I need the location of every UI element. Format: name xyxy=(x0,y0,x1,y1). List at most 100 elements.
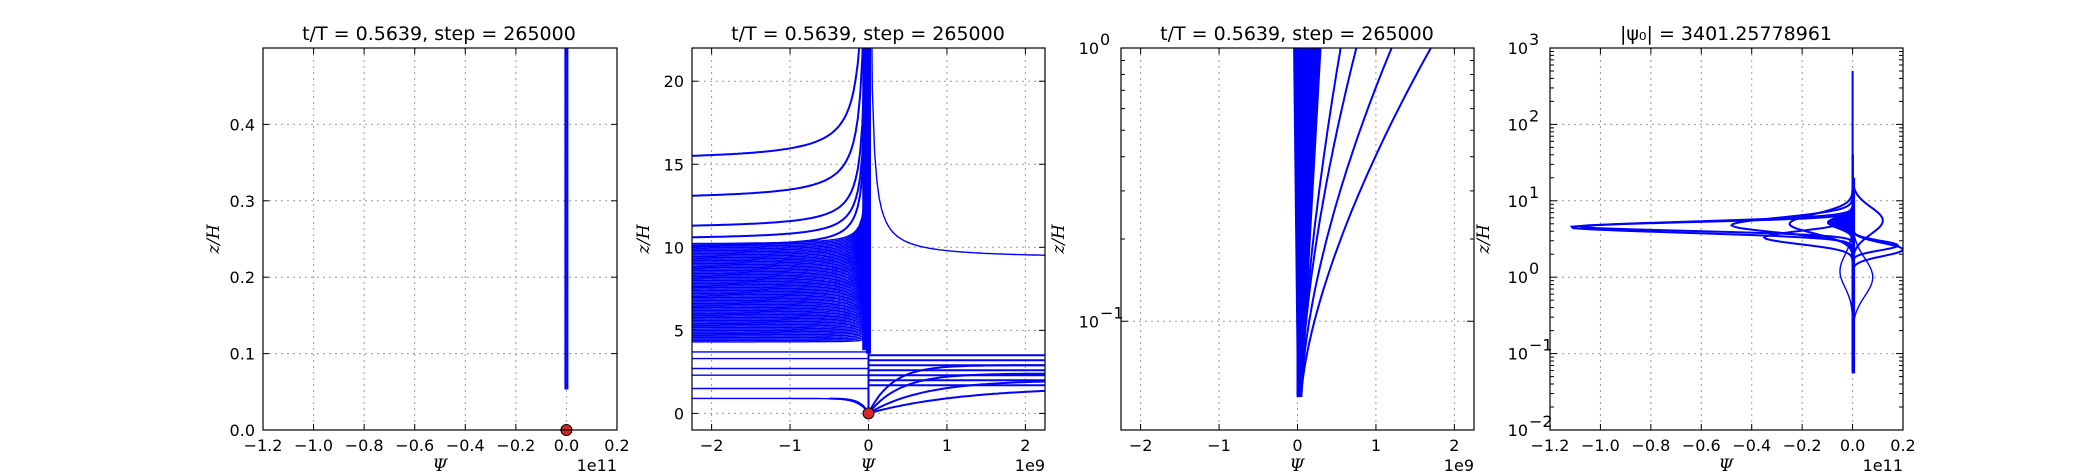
series-line xyxy=(692,174,869,265)
series-line xyxy=(692,197,869,276)
series-line xyxy=(692,397,869,414)
series-line xyxy=(692,191,869,273)
series-line xyxy=(692,162,869,259)
x-tick-label: −0.2 xyxy=(1783,436,1822,455)
series-line xyxy=(692,229,869,292)
x-tick-label: −2 xyxy=(700,436,724,455)
series-line xyxy=(692,332,869,343)
panel-4-ylabel: z/H xyxy=(1474,223,1494,255)
panel-3-series xyxy=(1293,48,1432,398)
panel-4-xticks: −1.2 −1.0 −0.8 −0.6 −0.4 −0.2 0.0 0.2 xyxy=(1531,48,1916,455)
series-line xyxy=(692,272,869,313)
origin-marker xyxy=(862,407,875,420)
series-line xyxy=(692,202,869,279)
series-line xyxy=(692,292,869,323)
series-line xyxy=(692,304,869,329)
y-tick-label: 10 xyxy=(1508,421,1528,440)
series-line xyxy=(692,168,869,262)
y-tick-label: 10 xyxy=(664,238,684,257)
series-line xyxy=(1851,154,1874,371)
panel-1: t/T = 0.5639, step = 265000 −1.2 −1.0 −0.8… xyxy=(204,23,630,475)
series-line xyxy=(692,240,869,297)
panel-1-curves xyxy=(560,48,573,436)
panel-1-ylabel: z/H xyxy=(204,223,224,255)
series-line xyxy=(867,372,1045,415)
series-line xyxy=(829,397,870,414)
series-line xyxy=(692,64,866,227)
x-tick-label: −0.4 xyxy=(1732,436,1771,455)
series-line xyxy=(692,220,869,287)
series-line xyxy=(692,179,869,268)
panel-2-curves xyxy=(692,48,1045,420)
series-line xyxy=(692,307,869,330)
panel-4-axes-frame xyxy=(1549,47,1904,431)
series-line xyxy=(692,211,869,283)
series-line xyxy=(692,275,869,315)
panel-1-title: t/T = 0.5639, step = 265000 xyxy=(302,23,576,45)
x-tick-label: −1 xyxy=(1207,436,1231,455)
y-tick-label: 0 xyxy=(674,404,684,423)
x-tick-label: −1.0 xyxy=(1581,436,1620,455)
x-tick-label: 0.2 xyxy=(604,436,629,455)
series-line xyxy=(692,257,869,306)
x-tick-label: −1.2 xyxy=(1531,436,1570,455)
x-tick-label: 0 xyxy=(1292,436,1302,455)
panel-3-axes-frame xyxy=(1120,47,1475,431)
series-line xyxy=(692,217,869,286)
y-tick-label: 10 xyxy=(1079,312,1099,331)
panel-4-title: |ψ₀| = 3401.25778961 xyxy=(1620,23,1832,45)
y-tick-label: 10 xyxy=(1079,39,1099,58)
series-line xyxy=(692,281,869,317)
series-line xyxy=(692,223,869,289)
x-tick-label: 0.0 xyxy=(1840,436,1865,455)
panel-3-xticks: −2 −1 0 1 2 xyxy=(1129,48,1459,455)
y-tick-exponent: 0 xyxy=(1529,259,1539,278)
panel-2-ylabel: z/H xyxy=(634,223,654,255)
series-line xyxy=(692,147,869,252)
series-line xyxy=(692,278,869,316)
x-tick-label: 2 xyxy=(1449,436,1459,455)
series-line xyxy=(867,364,1045,414)
series-line xyxy=(868,389,1045,415)
series-line xyxy=(871,48,1045,256)
y-tick-label: 10 xyxy=(1508,39,1528,58)
series-line xyxy=(692,237,869,296)
x-tick-label: 0.2 xyxy=(1890,436,1915,455)
series-line xyxy=(1300,48,1358,397)
y-tick-label: 0.0 xyxy=(230,421,255,440)
y-tick-label: 0.4 xyxy=(230,115,255,134)
panel-2-series xyxy=(692,48,1045,415)
series-line xyxy=(692,301,869,327)
x-tick-label: 1 xyxy=(1371,436,1381,455)
series-line xyxy=(692,315,869,334)
series-line xyxy=(692,208,869,282)
series-line xyxy=(1851,154,1903,371)
dense-band xyxy=(862,48,869,351)
dense-core xyxy=(1826,203,1854,240)
y-tick-label: 10 xyxy=(1508,192,1528,211)
series-line xyxy=(692,255,869,305)
series-line xyxy=(692,142,869,249)
series-line xyxy=(1569,154,1854,371)
y-tick-label: 5 xyxy=(674,321,684,340)
x-tick-label: 1 xyxy=(942,436,952,455)
series-line xyxy=(1788,154,1854,371)
panel-4-scale-note: 1e11 xyxy=(1863,456,1903,475)
series-line xyxy=(692,153,869,255)
y-tick-label: 0.3 xyxy=(230,192,255,211)
series-line xyxy=(692,324,869,339)
series-line xyxy=(692,260,869,307)
panel-4: |ψ₀| = 3401.25778961 −1.2 −1.0 −0.8 −0.6 −0.… xyxy=(1474,23,1916,475)
series-line xyxy=(692,283,869,319)
series-line xyxy=(692,200,869,278)
series-line xyxy=(692,231,869,293)
y-tick-label: 0.2 xyxy=(230,268,255,287)
series-line xyxy=(692,176,869,266)
panel-2-axes-frame xyxy=(691,47,1046,431)
x-tick-label: 2 xyxy=(1020,436,1030,455)
series-line xyxy=(692,105,866,239)
panel-2-title: t/T = 0.5639, step = 265000 xyxy=(731,23,1005,45)
panel-1-xlabel: Ψ xyxy=(433,456,449,475)
series-line xyxy=(692,150,869,253)
